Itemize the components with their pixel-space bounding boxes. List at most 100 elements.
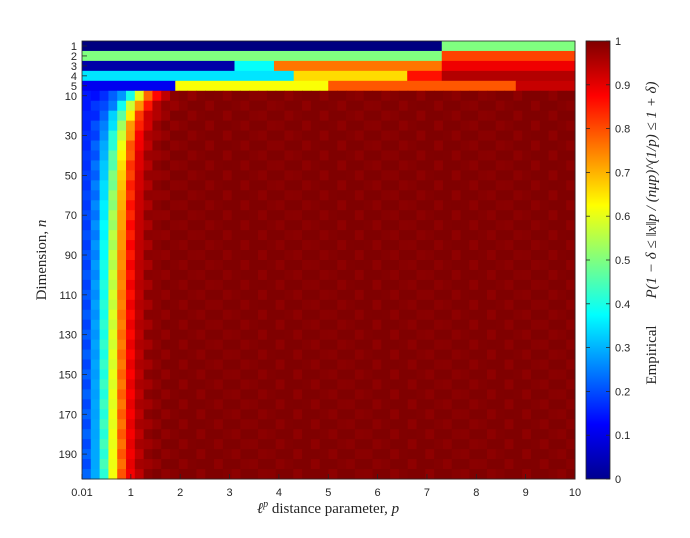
heatmap-cell [275, 120, 285, 132]
heatmap-cell [178, 359, 189, 370]
heatmap-cell [273, 60, 443, 72]
heatmap-cell [275, 329, 285, 341]
heatmap-cell [161, 180, 171, 191]
heatmap-cell [258, 449, 268, 460]
heatmap-cell [513, 180, 523, 191]
heatmap-cell [126, 279, 136, 291]
heatmap-cell [434, 130, 444, 142]
heatmap-cell [530, 379, 541, 390]
heatmap-cell [275, 309, 285, 321]
heatmap-cell [240, 319, 250, 331]
heatmap-cell [416, 269, 426, 281]
heatmap-cell [249, 409, 259, 420]
heatmap-cell [249, 190, 259, 201]
heatmap-cell [363, 309, 374, 321]
heatmap-cell [143, 419, 153, 430]
heatmap-cell [425, 309, 435, 321]
heatmap-cell [126, 419, 136, 430]
heatmap-cell [478, 329, 488, 341]
heatmap-cell [478, 90, 488, 102]
heatmap-cell [249, 240, 259, 251]
heatmap-cell [266, 379, 277, 390]
heatmap-cell [240, 309, 250, 321]
heatmap-cell [134, 399, 145, 410]
heatmap-cell [372, 349, 382, 361]
heatmap-cell [442, 289, 453, 301]
heatmap-cell [460, 339, 470, 351]
heatmap-cell [548, 220, 558, 231]
heatmap-cell [425, 210, 435, 221]
heatmap-cell [134, 299, 145, 311]
heatmap-cell [310, 309, 321, 321]
heatmap-cell [398, 429, 409, 440]
colorbar-label: Empirical P(1 − δ ≤ ‖x‖p / (nμp)^(1/p) ≤… [644, 81, 660, 384]
heatmap-cell [143, 359, 153, 370]
heatmap-cell [346, 419, 356, 430]
heatmap-cell [390, 319, 400, 331]
heatmap-cell [302, 190, 312, 201]
heatmap-cell [275, 279, 285, 291]
heatmap-cell [495, 140, 506, 151]
heatmap-cell [548, 180, 558, 191]
y-tick-label: 5 [71, 81, 77, 93]
heatmap-cell [548, 349, 558, 361]
heatmap-cell [372, 130, 382, 142]
heatmap-cell [346, 150, 356, 161]
heatmap-cell [346, 389, 356, 400]
heatmap-cell [82, 389, 92, 400]
heatmap-cell [381, 389, 391, 400]
heatmap-cell [566, 250, 576, 261]
heatmap-cell [346, 190, 356, 201]
heatmap-cell [513, 289, 523, 301]
heatmap-cell [539, 449, 550, 460]
heatmap-cell [539, 309, 550, 321]
heatmap-cell [363, 329, 374, 341]
heatmap-cell [522, 160, 532, 171]
heatmap-cell [539, 409, 550, 420]
heatmap-cell [442, 250, 453, 261]
heatmap-cell [99, 349, 109, 361]
heatmap-cell [310, 160, 321, 171]
heatmap-cell [478, 170, 488, 181]
heatmap-cell [126, 389, 136, 400]
heatmap-cell [337, 449, 347, 460]
heatmap-cell [143, 279, 153, 291]
heatmap-cell [249, 299, 259, 311]
heatmap-cell [513, 459, 523, 470]
heatmap-cell [284, 469, 294, 480]
heatmap-cell [187, 439, 197, 450]
heatmap-cell [284, 319, 294, 331]
heatmap-cell [513, 210, 523, 221]
heatmap-cell [196, 120, 206, 132]
heatmap-cell [469, 160, 479, 171]
heatmap-cell [126, 90, 136, 102]
heatmap-cell [390, 329, 400, 341]
heatmap-cell [337, 439, 347, 450]
heatmap-cell [566, 170, 576, 181]
heatmap-cell [117, 419, 127, 430]
heatmap-cell [222, 409, 233, 420]
heatmap-cell [530, 220, 541, 231]
heatmap-cell [231, 180, 241, 191]
heatmap-cell [275, 299, 285, 311]
heatmap-cell [222, 90, 233, 102]
heatmap-cell [143, 240, 153, 251]
heatmap-cell [90, 180, 101, 191]
heatmap-cell [451, 90, 462, 102]
heatmap-cell [566, 329, 576, 341]
heatmap-cell [381, 419, 391, 430]
heatmap-cell [284, 230, 294, 241]
heatmap-cell [398, 200, 409, 211]
heatmap-cell [161, 170, 171, 181]
heatmap-cell [108, 230, 118, 241]
heatmap-cell [539, 150, 550, 161]
colorbar-ticks: 00.10.20.30.40.50.60.70.80.91 [586, 36, 630, 486]
heatmap-cell [108, 90, 118, 102]
heatmap-cell [143, 220, 153, 231]
heatmap-cell [390, 279, 400, 291]
heatmap-cell [284, 299, 294, 311]
heatmap-cell [319, 389, 329, 400]
heatmap-cell [363, 210, 374, 221]
heatmap-cell [178, 140, 189, 151]
heatmap-cell [143, 200, 153, 211]
